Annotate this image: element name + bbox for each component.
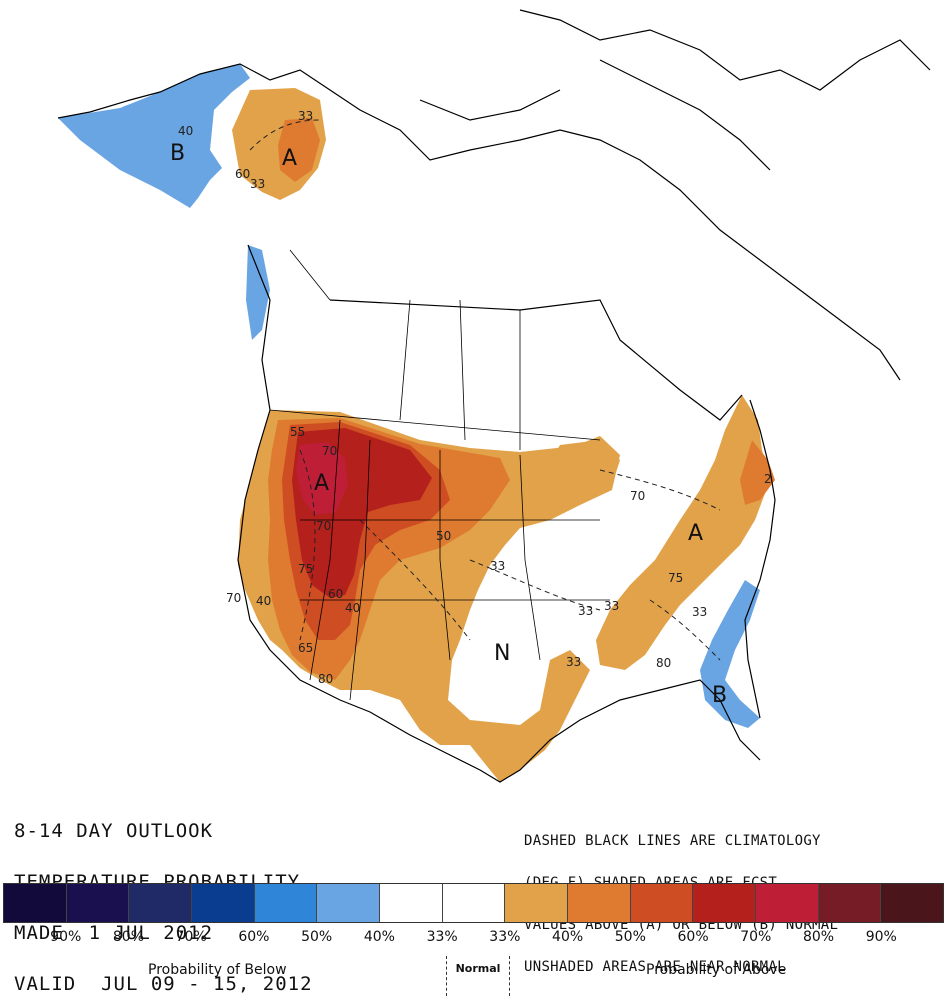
southeast-below-shading bbox=[700, 580, 760, 728]
normal-label: Normal bbox=[446, 956, 510, 996]
contour-label: 80 bbox=[656, 656, 671, 670]
climatology-contours bbox=[249, 119, 721, 661]
contour-label: 70 bbox=[630, 489, 645, 503]
contour-label: 70 bbox=[226, 591, 241, 605]
map-letter-n-plains: N bbox=[494, 641, 510, 666]
contour-label: 33 bbox=[604, 599, 619, 613]
contour-label: 55 bbox=[290, 425, 305, 439]
legend-swatch bbox=[192, 884, 255, 922]
legend-swatch bbox=[881, 884, 944, 922]
legend-swatch bbox=[505, 884, 569, 922]
legend-swatch bbox=[756, 884, 819, 922]
contour-label: 2 bbox=[764, 472, 772, 486]
yukon-above-50-shading bbox=[278, 118, 320, 182]
legend-tick-label: 80% bbox=[112, 929, 145, 945]
contour-label: 33 bbox=[692, 605, 707, 619]
outlook-made-date: MADE 1 JUL 2012 bbox=[14, 922, 214, 944]
contour-label: 33 bbox=[490, 559, 505, 573]
legend-tick-label: 50% bbox=[301, 929, 333, 945]
contour-label: 60 bbox=[235, 167, 250, 181]
contour-label: 40 bbox=[178, 124, 193, 138]
contour-label: 33 bbox=[250, 177, 265, 191]
bc-coast-below-shading bbox=[246, 245, 270, 340]
legend-swatch bbox=[442, 884, 506, 922]
east-above-40-shading bbox=[596, 395, 770, 670]
contour-label: 33 bbox=[566, 655, 581, 669]
north-america-map: A A A B B N 40 33 60 33 70 55 70 75 60 4… bbox=[57, 9, 931, 783]
legend-tick-label: 90% bbox=[50, 929, 82, 945]
legend-tick-label: 33% bbox=[426, 929, 458, 945]
map-letter-b-alaska: B bbox=[170, 141, 185, 166]
note-line: UNSHADED AREAS ARE NEAR-NORMAL bbox=[524, 959, 786, 975]
contour-label: 70 bbox=[322, 444, 337, 458]
contour-label: 50 bbox=[436, 529, 451, 543]
map-letter-a-west: A bbox=[314, 471, 329, 496]
legend-swatch bbox=[568, 884, 631, 922]
legend-tick-label: 40% bbox=[363, 929, 395, 945]
legend-swatch bbox=[66, 884, 130, 922]
contour-label: 75 bbox=[298, 562, 313, 576]
contour-label: 70 bbox=[316, 519, 331, 533]
legend-tick-label: 70% bbox=[740, 929, 772, 945]
note-line: DASHED BLACK LINES ARE CLIMATOLOGY bbox=[524, 833, 821, 849]
contour-label: 60 bbox=[328, 587, 343, 601]
legend-tick-label: 33% bbox=[489, 929, 521, 945]
legend-swatch bbox=[693, 884, 757, 922]
legend-swatch bbox=[380, 884, 443, 922]
legend-swatch bbox=[129, 884, 193, 922]
legend-tick-label: 50% bbox=[614, 929, 646, 945]
legend-swatch bbox=[630, 884, 694, 922]
map-letter-b-southeast: B bbox=[712, 683, 727, 708]
alaska-below-shading bbox=[58, 64, 250, 208]
contour-label: 75 bbox=[668, 571, 683, 585]
legend-tick-label: 40% bbox=[552, 929, 584, 945]
legend-tick-label: 60% bbox=[238, 929, 270, 945]
outlook-title-line: 8-14 DAY OUTLOOK bbox=[14, 820, 214, 842]
map-letter-a-east: A bbox=[688, 521, 703, 546]
contour-label: 80 bbox=[318, 672, 333, 686]
map-letter-a-yukon: A bbox=[282, 146, 297, 171]
contour-label: 40 bbox=[345, 601, 360, 615]
legend-swatch bbox=[254, 884, 318, 922]
probability-below-label: Probability of Below bbox=[148, 962, 287, 978]
legend-tick-label: 90% bbox=[865, 929, 897, 945]
contour-label: 33 bbox=[298, 109, 313, 123]
legend-tick-label: 80% bbox=[802, 929, 835, 945]
political-boundaries bbox=[269, 249, 610, 701]
legend-tick-label: 70% bbox=[175, 929, 207, 945]
legend-tick-label: 60% bbox=[677, 929, 709, 945]
probability-color-bar bbox=[3, 883, 944, 923]
probability-above-label: Probability of Above bbox=[646, 962, 787, 978]
outlook-valid-dates: VALID JUL 09 - 15, 2012 bbox=[14, 973, 313, 995]
northeast-above-50-shading bbox=[740, 440, 775, 505]
west-above-80-shading bbox=[296, 442, 348, 515]
contour-label: 33 bbox=[578, 604, 593, 618]
legend-swatch bbox=[317, 884, 381, 922]
contour-label: 40 bbox=[256, 594, 271, 608]
legend-swatch bbox=[818, 884, 882, 922]
great-lakes-above-40-shading bbox=[548, 440, 620, 500]
legend-swatch bbox=[4, 884, 67, 922]
contour-label: 65 bbox=[298, 641, 313, 655]
